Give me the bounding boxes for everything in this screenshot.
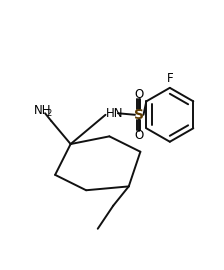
Text: S: S (134, 108, 144, 122)
Text: F: F (166, 72, 173, 85)
Text: O: O (134, 87, 143, 100)
Text: O: O (134, 129, 143, 142)
Text: 2: 2 (47, 109, 52, 118)
Text: HN: HN (106, 107, 123, 120)
Text: NH: NH (34, 104, 52, 117)
